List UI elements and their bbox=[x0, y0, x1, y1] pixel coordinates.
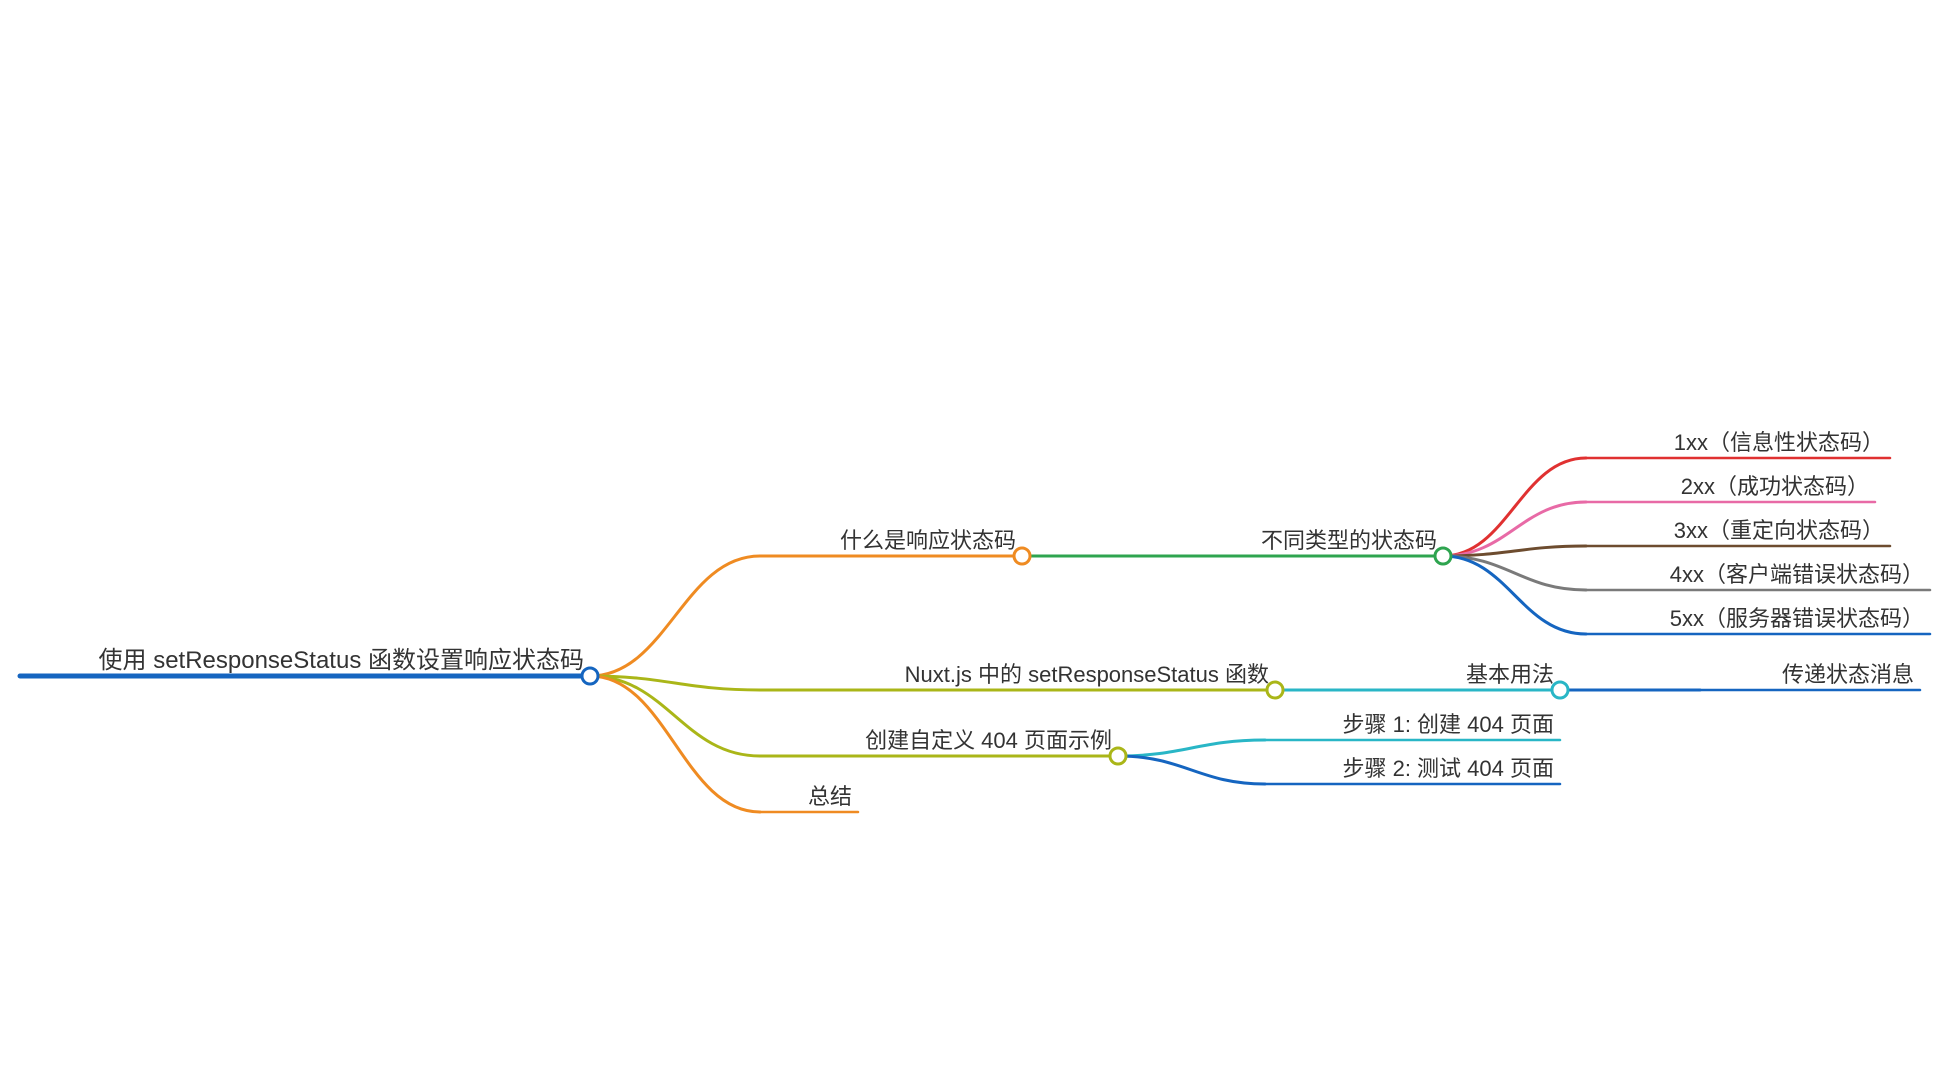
edge bbox=[590, 676, 760, 812]
node-label[interactable]: 2xx（成功状态码） bbox=[1681, 474, 1869, 499]
mindmap-canvas: 使用 setResponseStatus 函数设置响应状态码 什么是响应状态码 Nu… bbox=[0, 0, 1936, 1089]
node-label[interactable]: Nuxt.js 中的 setResponseStatus 函数 bbox=[905, 662, 1269, 687]
node-label[interactable]: 传递状态消息 bbox=[1782, 662, 1914, 687]
node-label[interactable]: 步骤 1: 创建 404 页面 bbox=[1342, 712, 1554, 737]
root-label[interactable]: 使用 setResponseStatus 函数设置响应状态码 bbox=[99, 647, 584, 674]
node-label[interactable]: 总结 bbox=[808, 784, 852, 809]
edge bbox=[1118, 740, 1265, 756]
edge bbox=[1443, 458, 1586, 556]
branch-node[interactable] bbox=[1014, 548, 1030, 564]
node-label[interactable]: 1xx（信息性状态码） bbox=[1674, 430, 1884, 455]
branch-node[interactable] bbox=[1110, 748, 1126, 764]
node-label[interactable]: 步骤 2: 测试 404 页面 bbox=[1342, 756, 1554, 781]
node-label[interactable]: 3xx（重定向状态码） bbox=[1674, 518, 1884, 543]
branch-node[interactable] bbox=[1267, 682, 1283, 698]
branch-node[interactable] bbox=[1435, 548, 1451, 564]
node-label[interactable]: 4xx（客户端错误状态码） bbox=[1670, 562, 1924, 587]
edge bbox=[1118, 756, 1265, 784]
branch-node[interactable] bbox=[1552, 682, 1568, 698]
edge bbox=[1443, 556, 1586, 634]
node-label[interactable]: 5xx（服务器错误状态码） bbox=[1670, 606, 1924, 631]
node-label[interactable]: 不同类型的状态码 bbox=[1261, 528, 1437, 553]
node-label[interactable]: 创建自定义 404 页面示例 bbox=[865, 728, 1112, 753]
labels-layer: 使用 setResponseStatus 函数设置响应状态码 什么是响应状态码 Nu… bbox=[99, 430, 1924, 809]
node-label[interactable]: 什么是响应状态码 bbox=[840, 528, 1016, 553]
underlines-layer bbox=[20, 458, 1930, 812]
node-label[interactable]: 基本用法 bbox=[1466, 662, 1554, 687]
root-node[interactable] bbox=[582, 668, 598, 684]
edge bbox=[1443, 556, 1586, 590]
edge bbox=[590, 556, 760, 676]
